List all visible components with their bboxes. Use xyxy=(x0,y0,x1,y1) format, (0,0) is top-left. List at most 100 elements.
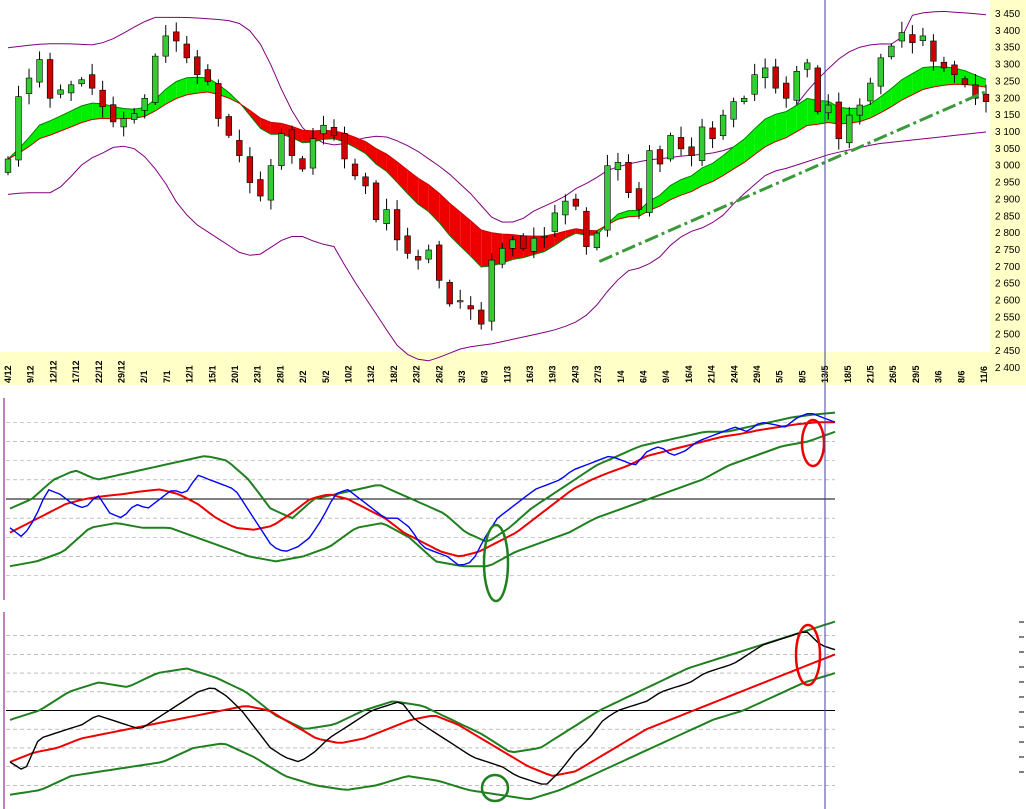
y-tick-label: 3 450 xyxy=(995,9,1020,20)
x-tick-label: 18/2 xyxy=(389,365,399,383)
x-tick-label: 20/1 xyxy=(230,365,240,383)
candle-bearish xyxy=(478,309,485,325)
cloud-segment-bullish xyxy=(870,96,881,119)
candle-bullish xyxy=(593,232,601,248)
candle-bearish xyxy=(257,179,264,197)
candle-bullish xyxy=(740,97,748,102)
cloud-segment-bullish xyxy=(775,111,787,142)
x-tick-label: 29/12 xyxy=(116,360,126,383)
trendline-path xyxy=(598,90,987,263)
cloud-segment-bullish xyxy=(176,77,187,99)
candle-bearish xyxy=(961,78,969,86)
cloud-segment-bullish xyxy=(744,128,755,163)
candle-bearish xyxy=(940,61,948,69)
candle-bullish xyxy=(131,113,138,120)
candle-bullish xyxy=(57,89,64,95)
candle-bullish xyxy=(604,165,611,231)
x-tick-label: 24/4 xyxy=(729,365,739,383)
candle-bullish xyxy=(4,158,12,173)
y-tick-label: 3 000 xyxy=(995,161,1020,172)
oscillator-panel-1 xyxy=(3,398,1026,603)
x-tick-label: 4/12 xyxy=(3,365,13,383)
candle-bearish xyxy=(446,282,453,305)
candle-bullish xyxy=(383,209,390,225)
candle-bearish xyxy=(183,43,190,59)
x-tick-label: 12/1 xyxy=(185,365,195,383)
cloud-segment-bullish xyxy=(670,179,682,200)
x-tick-label: 5/5 xyxy=(775,370,785,383)
candle-bullish xyxy=(78,79,85,85)
x-tick-label: 19/3 xyxy=(548,365,558,383)
y-tick-label: 3 100 xyxy=(995,127,1020,138)
candle-bullish xyxy=(499,248,506,265)
candle-bullish xyxy=(152,55,159,103)
y-tick-label: 2 550 xyxy=(995,312,1020,323)
cloud-segment-bullish xyxy=(922,66,934,90)
candle-bullish xyxy=(825,104,832,114)
candle-bearish xyxy=(46,59,54,99)
x-tick-label: 2/1 xyxy=(139,370,149,383)
candle-bullish xyxy=(646,150,653,213)
x-tick-label: 6/4 xyxy=(639,370,649,383)
candle-bullish xyxy=(267,165,275,201)
annotation-red-ellipse xyxy=(800,418,826,468)
x-tick-label: 3/6 xyxy=(934,370,944,383)
candle-bearish xyxy=(814,67,821,113)
y-tick-label: 2 600 xyxy=(995,296,1020,307)
y-tick-label: 3 150 xyxy=(995,110,1020,121)
x-tick-label: 12/12 xyxy=(48,360,58,383)
candle-bearish xyxy=(635,188,643,210)
x-tick-label: 5/2 xyxy=(321,370,331,383)
x-tick-label: 1/4 xyxy=(616,370,626,383)
x-tick-label: 26/2 xyxy=(434,365,444,383)
cloud-segment-bullish xyxy=(912,67,923,95)
x-tick-label: 23/1 xyxy=(253,365,263,383)
cloud-segment-bullish xyxy=(71,105,82,127)
candle-bullish xyxy=(162,35,169,57)
y-tick-label: 2 650 xyxy=(995,279,1020,290)
candle-bearish xyxy=(110,104,117,123)
x-tick-label: 21/5 xyxy=(866,365,876,383)
cloud-segment-bearish xyxy=(428,184,440,223)
cloud-segment-bullish xyxy=(50,115,61,136)
support-trendline xyxy=(598,90,987,263)
candle-bearish xyxy=(930,40,937,62)
bollinger-lower-band xyxy=(7,131,987,362)
ema-slow-line xyxy=(7,83,987,237)
candle-bearish xyxy=(467,305,474,310)
candle-bullish xyxy=(309,138,317,169)
candle-bearish xyxy=(173,31,180,42)
candle-bearish xyxy=(372,182,380,220)
x-tick-label: 16/3 xyxy=(525,365,535,383)
x-tick-label: 8/6 xyxy=(956,370,966,383)
price-plot-area xyxy=(4,0,990,352)
candle-bearish xyxy=(972,84,979,99)
candle-bearish xyxy=(362,176,369,187)
annotation-green-ellipse xyxy=(480,773,510,803)
candle-bearish xyxy=(299,158,306,170)
x-tick-label: 23/2 xyxy=(412,365,422,383)
oscillator-band-lower xyxy=(9,672,836,801)
oscillator-band-upper xyxy=(9,620,836,754)
candle-bullish xyxy=(793,71,800,101)
x-tick-label: 9/4 xyxy=(661,370,671,383)
cloud-segment-bullish xyxy=(712,155,724,182)
candle-bearish xyxy=(225,116,232,136)
oscillator-main-line xyxy=(9,631,836,785)
y-tick-label: 2 400 xyxy=(995,363,1020,374)
cloud-segment-bearish xyxy=(397,161,408,194)
cloud-segment-bearish xyxy=(470,220,482,267)
bollinger-upper-line xyxy=(7,10,987,223)
candle-bullish xyxy=(751,74,758,95)
oscillator-main-line xyxy=(9,413,836,566)
cloud-segment-bullish xyxy=(880,88,892,113)
bollinger-lower-line xyxy=(7,131,987,362)
cloud-segment-bullish xyxy=(702,163,713,186)
y-tick-label: 2 950 xyxy=(995,178,1020,189)
cloud-segment-bullish xyxy=(681,175,692,196)
y-tick-label: 3 300 xyxy=(995,60,1020,71)
candle-bullish xyxy=(730,101,737,120)
candle-bullish xyxy=(562,200,569,216)
annotation-red-ellipse xyxy=(794,623,822,687)
